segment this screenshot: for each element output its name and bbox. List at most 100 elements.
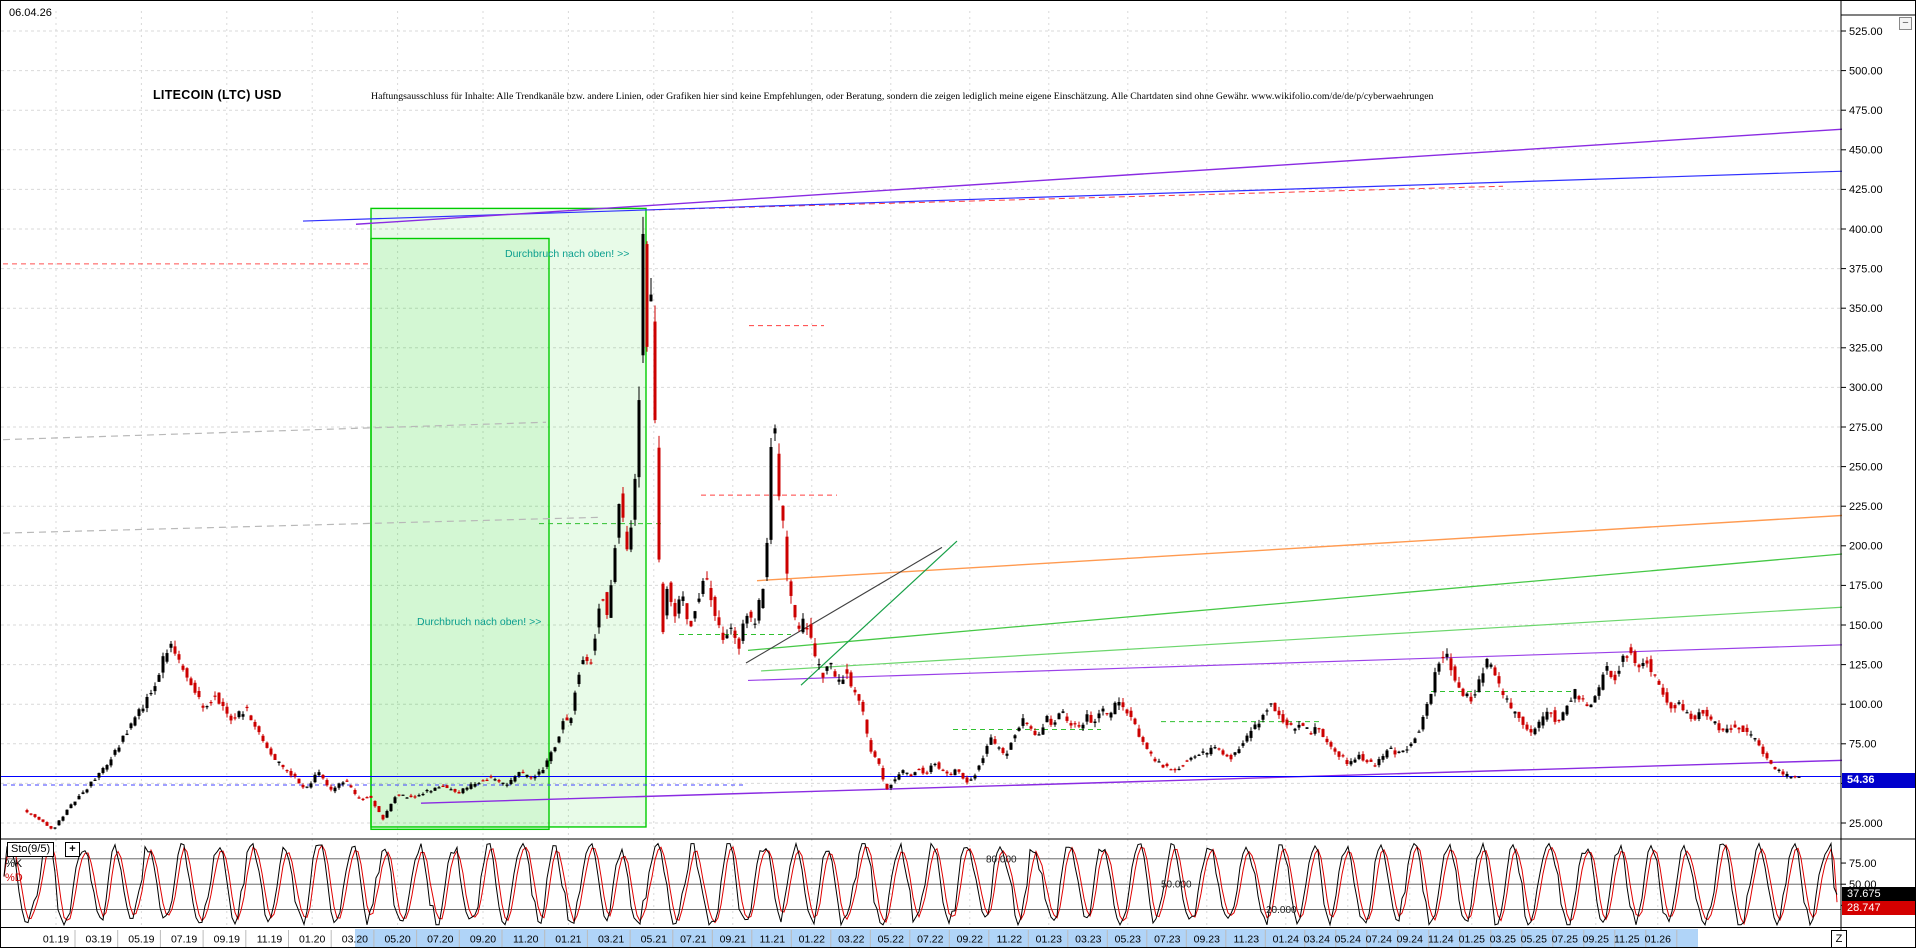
svg-text:01.21: 01.21 (555, 934, 581, 946)
svg-text:325.00: 325.00 (1849, 343, 1883, 355)
svg-text:350.00: 350.00 (1849, 303, 1883, 315)
svg-text:200.00: 200.00 (1849, 541, 1883, 553)
svg-text:50.000: 50.000 (1161, 880, 1192, 891)
svg-text:80.000: 80.000 (986, 854, 1017, 865)
resistance-ath (648, 185, 1504, 211)
svg-text:07.19: 07.19 (171, 934, 197, 946)
svg-text:525.00: 525.00 (1849, 26, 1883, 38)
svg-text:01.20: 01.20 (299, 934, 325, 946)
svg-text:05.25: 05.25 (1521, 934, 1547, 946)
svg-text:09.23: 09.23 (1194, 934, 1220, 946)
svg-text:05.20: 05.20 (384, 934, 410, 946)
svg-text:500.00: 500.00 (1849, 65, 1883, 77)
svg-text:09.22: 09.22 (957, 934, 983, 946)
breakout-box-2 (370, 237, 550, 831)
sto-k-line (3, 841, 1838, 927)
svg-text:07.20: 07.20 (427, 934, 453, 946)
trend-green-long-2 (760, 602, 1915, 672)
sto-k-value-label: 37.675 (1842, 887, 1915, 901)
chart-date: 06.04.26 (9, 7, 52, 19)
svg-text:425.00: 425.00 (1849, 184, 1883, 196)
svg-text:450.00: 450.00 (1849, 145, 1883, 157)
svg-text:20.000: 20.000 (1266, 905, 1297, 916)
svg-text:03.19: 03.19 (86, 934, 112, 946)
svg-text:275.00: 275.00 (1849, 422, 1883, 434)
sto-d-value-label: 28.747 (1842, 901, 1915, 915)
trend-purple-lower (420, 757, 1915, 804)
trend-lines (1, 123, 1915, 804)
svg-text:100.00: 100.00 (1849, 699, 1883, 711)
svg-text:250.00: 250.00 (1849, 461, 1883, 473)
breakout-box-1 (370, 207, 647, 828)
trend-violet-mid (747, 641, 1915, 682)
trend-dark-steep (745, 546, 943, 664)
svg-text:07.23: 07.23 (1154, 934, 1180, 946)
svg-text:11.20: 11.20 (513, 934, 539, 946)
svg-text:01.23: 01.23 (1036, 934, 1062, 946)
svg-text:07.22: 07.22 (917, 934, 943, 946)
svg-text:75.00: 75.00 (1849, 858, 1877, 870)
trend-green-long (747, 546, 1915, 651)
svg-text:07.24: 07.24 (1366, 934, 1392, 946)
svg-text:400.00: 400.00 (1849, 224, 1883, 236)
breakout-annotation-lower: Durchbruch nach oben! >> (417, 616, 542, 628)
svg-text:11.23: 11.23 (1234, 934, 1260, 946)
svg-text:09.21: 09.21 (720, 934, 746, 946)
svg-text:03.23: 03.23 (1075, 934, 1101, 946)
svg-text:475.00: 475.00 (1849, 105, 1883, 117)
svg-text:01.26: 01.26 (1645, 934, 1671, 946)
svg-text:05.23: 05.23 (1115, 934, 1141, 946)
trend-orange (756, 510, 1915, 582)
svg-text:225.00: 225.00 (1849, 501, 1883, 513)
visible-range-highlight[interactable] (355, 929, 1698, 948)
svg-text:11.22: 11.22 (997, 934, 1023, 946)
trend-gray-upper (2, 421, 547, 441)
breakout-boxes (370, 207, 647, 831)
sto-indicator-button[interactable]: Sto(9/5) (7, 842, 55, 857)
sto-d-legend: %D (5, 872, 23, 884)
svg-text:11.25: 11.25 (1614, 934, 1640, 946)
svg-text:375.00: 375.00 (1849, 263, 1883, 275)
svg-text:01.22: 01.22 (799, 934, 825, 946)
svg-text:03.24: 03.24 (1304, 934, 1330, 946)
svg-text:05.19: 05.19 (128, 934, 154, 946)
svg-text:01.19: 01.19 (43, 934, 69, 946)
svg-text:11.21: 11.21 (760, 934, 786, 946)
collapse-axis-button[interactable]: − (1899, 17, 1912, 30)
zoom-reset-button[interactable]: Z (1831, 930, 1847, 947)
sto-k-legend: %K (5, 858, 23, 870)
svg-text:11.24: 11.24 (1428, 934, 1454, 946)
trend-green-steep (800, 540, 958, 686)
svg-text:175.00: 175.00 (1849, 580, 1883, 592)
svg-text:01.25: 01.25 (1459, 934, 1485, 946)
svg-text:150.00: 150.00 (1849, 620, 1883, 632)
breakout-annotation-upper: Durchbruch nach oben! >> (505, 248, 630, 260)
trend-blue (302, 168, 1915, 222)
grid-lines (1, 11, 1841, 927)
trend-gray-lower (2, 516, 602, 534)
svg-text:03.22: 03.22 (838, 934, 864, 946)
chart-title: LITECOIN (LTC) USD (153, 88, 282, 102)
svg-text:05.22: 05.22 (878, 934, 904, 946)
svg-text:05.21: 05.21 (641, 934, 667, 946)
svg-text:25.000: 25.000 (1849, 818, 1883, 830)
svg-text:03.25: 03.25 (1490, 934, 1516, 946)
svg-text:09.19: 09.19 (214, 934, 240, 946)
svg-text:75.00: 75.00 (1849, 739, 1877, 751)
last-price-label: 54.36 (1842, 773, 1915, 788)
svg-text:03.21: 03.21 (598, 934, 624, 946)
add-indicator-button[interactable]: + (65, 842, 80, 857)
svg-text:11.19: 11.19 (257, 934, 283, 946)
svg-text:125.00: 125.00 (1849, 659, 1883, 671)
trend-purple-upper (355, 123, 1915, 225)
candlestick-series (25, 216, 1801, 830)
svg-text:07.21: 07.21 (680, 934, 706, 946)
svg-text:09.24: 09.24 (1397, 934, 1423, 946)
svg-text:01.24: 01.24 (1273, 934, 1299, 946)
svg-text:03.20: 03.20 (342, 934, 368, 946)
stochastic-panel: 80.000 50.000 20.000 (1, 841, 1841, 927)
